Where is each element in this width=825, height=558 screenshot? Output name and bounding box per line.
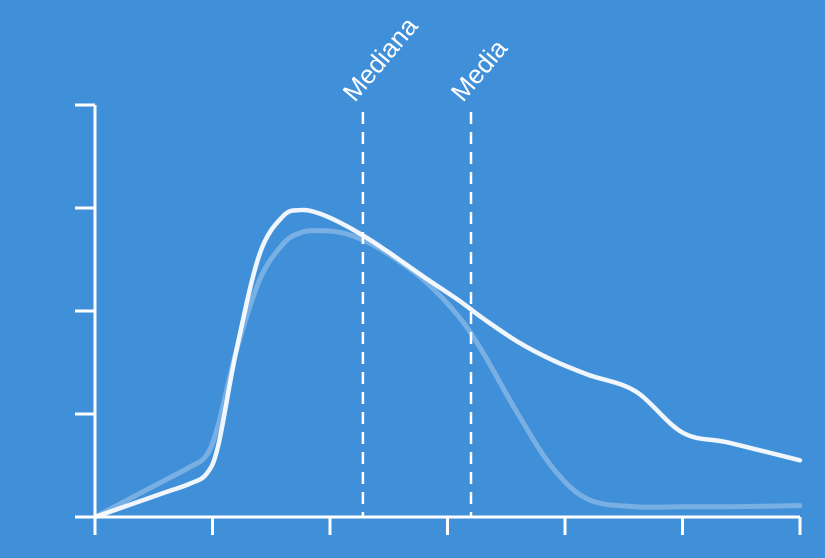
- marker-layer: Mediana Media: [337, 11, 514, 517]
- series-line-faded: [92, 228, 803, 520]
- series-layer: [92, 207, 803, 520]
- marker-label-media: Media: [445, 33, 514, 107]
- axis-layer: [75, 103, 802, 535]
- marker-label-mediana: Mediana: [337, 11, 424, 107]
- series-line-solid: [92, 207, 803, 520]
